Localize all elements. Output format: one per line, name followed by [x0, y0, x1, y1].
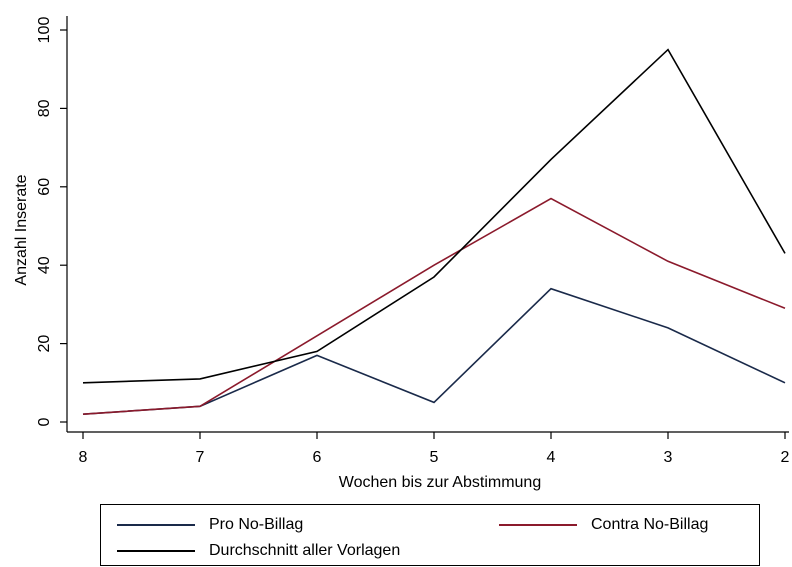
legend-swatch-durchschnitt [117, 550, 195, 552]
legend-label-durchschnitt: Durchschnitt aller Vorlagen [209, 542, 401, 559]
y-tick-label: 0 [36, 417, 53, 426]
x-axis: 8 7 6 5 4 3 2 [67, 431, 790, 466]
legend-label-contra-no-billag: Contra No-Billag [591, 516, 709, 533]
legend-swatch-contra-no-billag [499, 524, 577, 526]
legend-item-contra-no-billag: Contra No-Billag [499, 515, 708, 535]
y-axis: 0 20 40 60 80 100 [36, 16, 68, 432]
x-tick-label: 4 [547, 449, 556, 466]
legend-swatch-pro-no-billag [117, 524, 195, 526]
y-tick-label: 80 [36, 99, 53, 117]
legend-item-durchschnitt: Durchschnitt aller Vorlagen [117, 541, 400, 561]
x-tick-label: 7 [196, 449, 205, 466]
x-tick-label: 2 [781, 449, 790, 466]
legend-label-pro-no-billag: Pro No-Billag [209, 516, 304, 533]
y-axis-label: Anzahl Inserate [13, 174, 30, 285]
x-tick-label: 6 [313, 449, 322, 466]
y-tick-label: 100 [36, 17, 53, 44]
series-line-contra-no-billag [82, 197, 786, 415]
series-line-durchschnitt-aller-vorlagen [82, 48, 786, 384]
x-tick-label: 5 [430, 449, 439, 466]
x-tick-label: 3 [664, 449, 673, 466]
y-tick-label: 60 [36, 178, 53, 196]
legend-item-pro-no-billag: Pro No-Billag [117, 515, 303, 535]
legend: Pro No-Billag Contra No-Billag Durchschn… [100, 504, 760, 566]
x-axis-label: Wochen bis zur Abstimmung [339, 474, 541, 491]
y-tick-label: 40 [36, 256, 53, 274]
series-line-pro-no-billag [82, 287, 786, 415]
x-tick-label: 8 [79, 449, 88, 466]
series-layer [82, 48, 786, 415]
y-tick-label: 20 [36, 335, 53, 353]
